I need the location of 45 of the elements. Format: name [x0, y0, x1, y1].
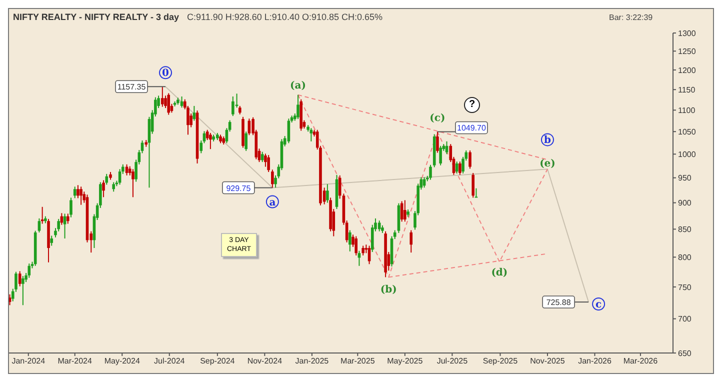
annotation: 1157.35: [117, 82, 146, 92]
y-tick-label: 850: [678, 224, 692, 234]
annotation: a: [269, 197, 276, 208]
y-tick-label: 900: [678, 198, 692, 208]
annotation: c: [596, 300, 602, 311]
x-tick-label: May-2024: [104, 356, 140, 366]
annotation: 725.88: [546, 298, 572, 308]
y-tick-label: 650: [678, 348, 692, 358]
annotation: (e): [540, 158, 556, 170]
annotation: b: [544, 135, 551, 146]
x-tick-label: Sep-2025: [482, 356, 518, 366]
x-tick-label: Jan-2026: [578, 356, 612, 366]
x-tick-label: Mar-2025: [340, 356, 376, 366]
annotation: 0: [162, 68, 170, 80]
annotation: (c): [430, 113, 446, 124]
x-tick-label: Sep-2024: [200, 356, 236, 366]
y-tick-label: 750: [678, 282, 692, 292]
annotation: 1049.70: [457, 124, 486, 133]
annotation: (d): [491, 267, 508, 278]
chart-title: NIFTY REALTY - NIFTY REALTY - 3 day: [13, 12, 180, 22]
y-tick-label: 1050: [678, 127, 696, 136]
x-tick-label: Mar-2026: [623, 356, 658, 366]
y-tick-label: 1300: [678, 28, 696, 38]
chart-subtitle: C:911.90 H:928.60 L:910.40 O:910.85 CH:0.65%: [187, 12, 382, 22]
y-tick-label: 1100: [678, 106, 696, 115]
annotation: (b): [380, 284, 397, 296]
text: Bar: 3:22:39: [609, 13, 653, 22]
y-tick-label: 1200: [678, 66, 696, 75]
x-tick-label: Nov-2025: [530, 356, 566, 366]
x-tick-label: Mar-2024: [58, 356, 93, 366]
annotation: ?: [464, 97, 480, 113]
x-tick-label: Jan-2025: [295, 356, 330, 366]
y-tick-label: 950: [678, 174, 692, 183]
y-tick-label: 800: [678, 252, 692, 262]
y-tick-label: 1250: [678, 46, 696, 56]
x-tick-label: Jan-2024: [12, 356, 46, 366]
annotation: (a): [290, 80, 306, 92]
y-tick-label: 1000: [678, 150, 696, 159]
x-tick-label: Nov-2024: [247, 356, 283, 366]
annotation: 929.75: [226, 184, 252, 193]
x-tick-label: May-2025: [387, 356, 424, 366]
y-tick-label: 1150: [678, 85, 696, 94]
x-tick-label: Jul-2025: [436, 356, 468, 366]
x-tick-label: Jul-2024: [154, 356, 186, 366]
y-tick-label: 700: [678, 314, 692, 324]
